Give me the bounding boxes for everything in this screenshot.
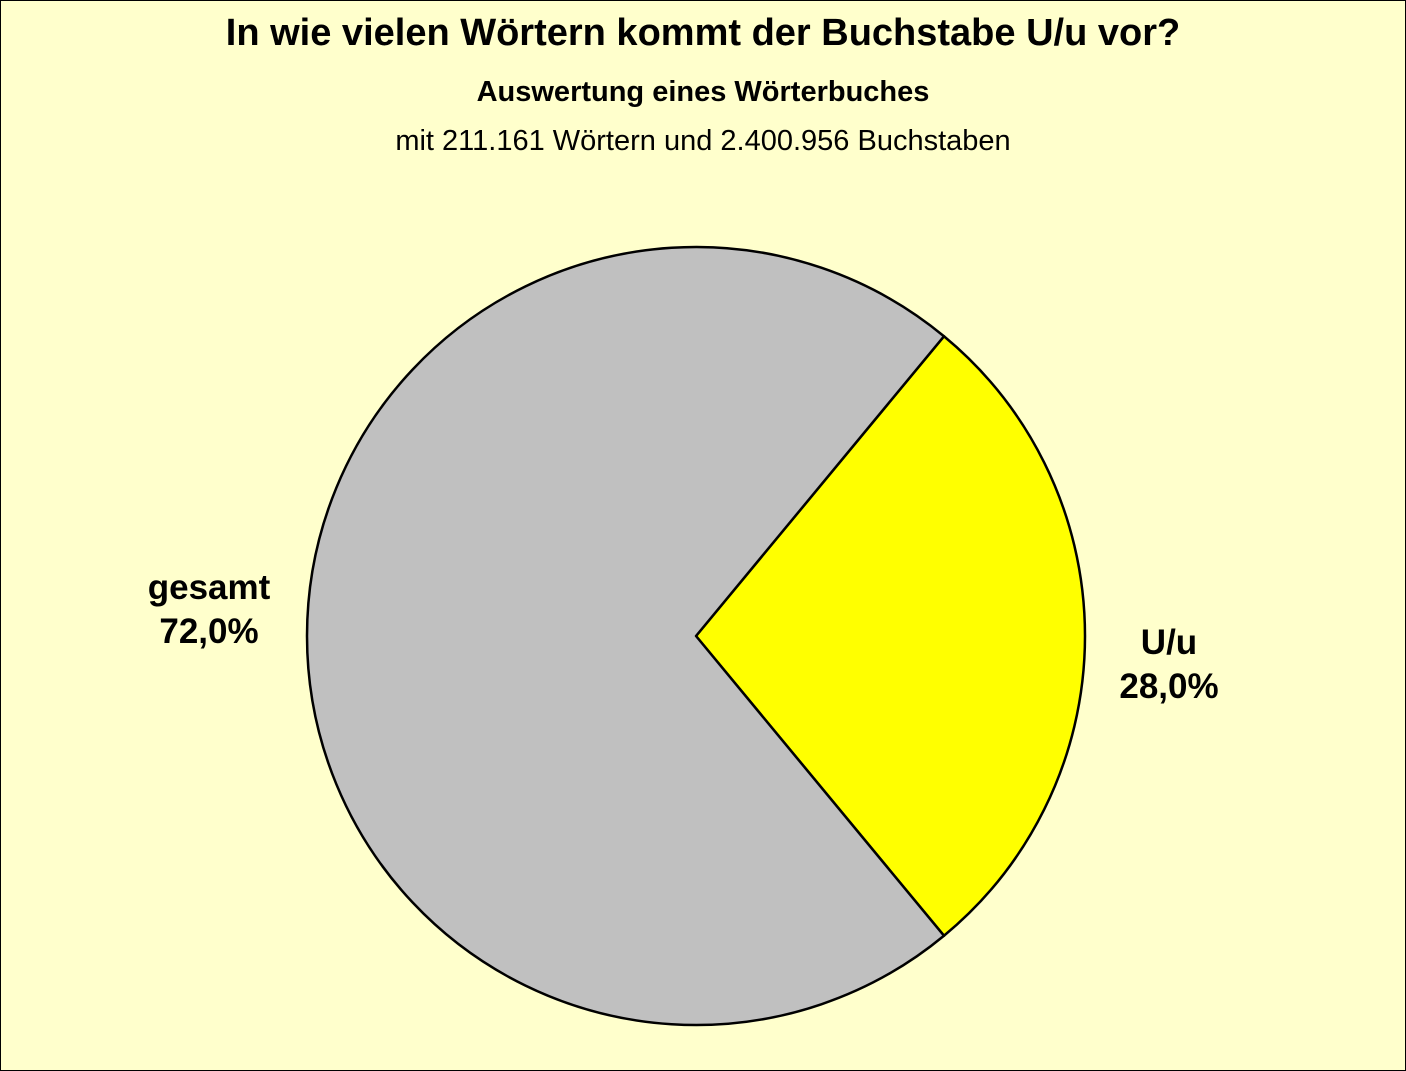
slice-label-gesamt: gesamt 72,0% <box>109 566 309 654</box>
chart-subtitle-details: mit 211.161 Wörtern und 2.400.956 Buchst… <box>395 125 1011 157</box>
pie-slice-uu <box>694 335 1087 937</box>
slice-label-uu-name: U/u <box>1140 623 1198 662</box>
pie-slice-gesamt <box>305 245 946 1027</box>
slice-label-uu-value: 28,0% <box>1119 667 1219 706</box>
slice-label-gesamt-value: 72,0% <box>159 612 259 651</box>
slice-label-uu: U/u 28,0% <box>1069 621 1269 709</box>
chart-title: In wie vielen Wörtern kommt der Buchstab… <box>225 12 1181 54</box>
chart-subtitle: Auswertung eines Wörterbuches <box>476 76 930 108</box>
slice-label-gesamt-name: gesamt <box>147 568 271 607</box>
